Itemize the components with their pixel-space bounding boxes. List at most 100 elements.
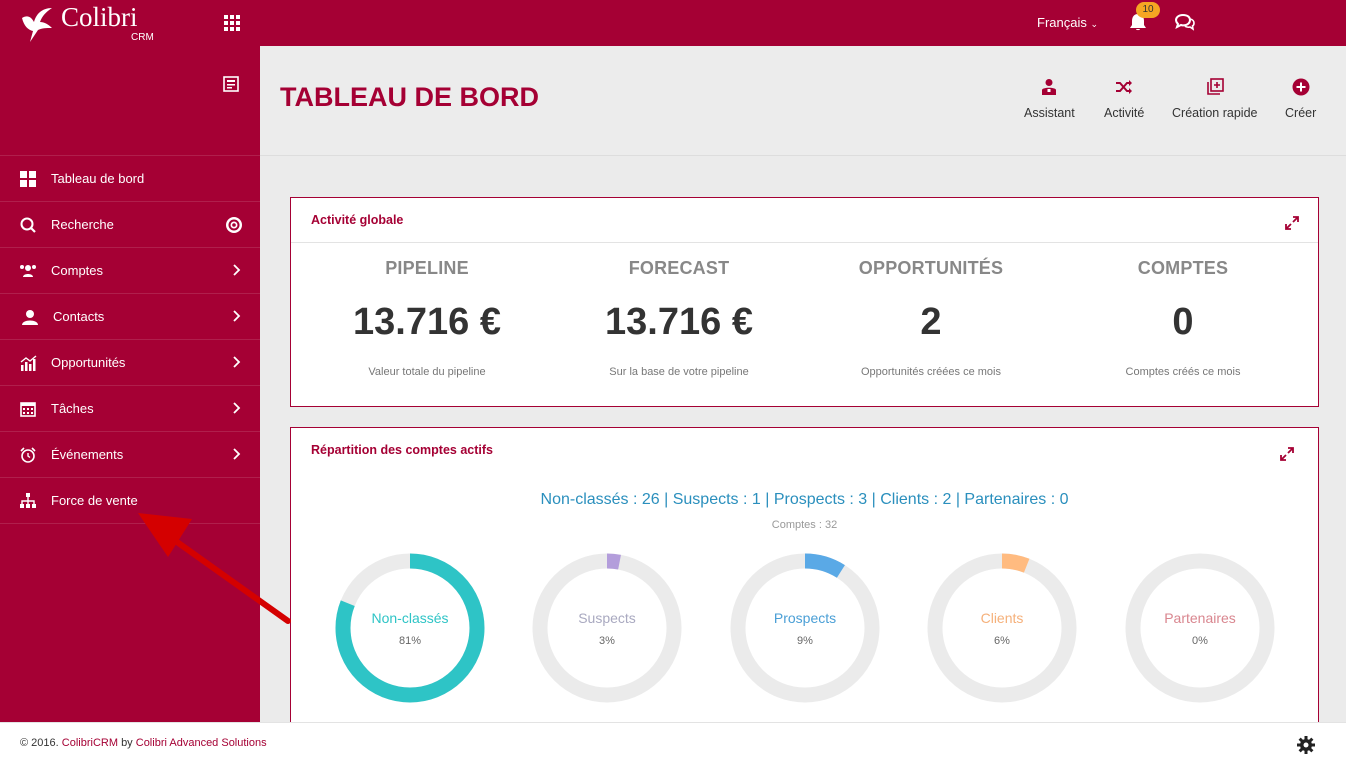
creation-rapide-button[interactable]: Création rapide [1172,78,1257,120]
stat-pipeline: PIPELINE 13.716 € Valeur totale du pipel… [301,258,553,378]
top-bar: Colibri CRM Français ⌄ 10 [0,0,1346,46]
contacts-icon [22,310,38,325]
donut-chart [730,553,880,703]
search-icon [20,217,36,233]
sidebar-item-label: Force de vente [51,493,138,508]
donut-percent: 81% [398,635,422,647]
copyright: © 2016. [20,737,59,749]
donut-chart [532,553,682,703]
stat-comptes: COMPTES 0 Comptes créés ce mois [1057,258,1309,378]
donut-label: Suspects [578,610,636,626]
sidebar-item-label: Tâches [51,401,94,416]
sidebar-item-label: Recherche [51,217,114,232]
target-icon[interactable] [225,216,243,234]
logo-text: Colibri [61,2,138,32]
accounts-summary: Non-classés : 26 | Suspects : 1 | Prospe… [540,491,1069,508]
chat-icon[interactable] [1175,13,1195,31]
page-title: TABLEAU DE BORD [280,82,539,112]
creer-button[interactable]: Créer [1285,78,1316,120]
donut-suspects[interactable]: Suspects 3% [532,553,682,703]
accounts-icon [20,265,36,277]
donut-label: Partenaires [1164,610,1236,626]
language-selector[interactable]: Français ⌄ [1037,15,1098,30]
stat-label: PIPELINE [385,258,469,278]
chevron-right-icon [233,448,241,460]
company-link[interactable]: Colibri Advanced Solutions [135,737,267,749]
donut-percent: 9% [797,635,813,647]
gear-icon[interactable] [1297,736,1315,754]
sidebar-item-taches[interactable]: Tâches [0,386,260,432]
donut-percent: 3% [599,635,615,647]
chart-icon [20,355,37,371]
stat-value: 13.716 € [605,301,753,343]
sidebar-item-contacts[interactable]: Contacts [0,294,260,340]
donut-prospects[interactable]: Prospects 9% [730,553,880,703]
donut-non-classes[interactable]: Non-classés 81% [335,553,485,703]
footer: © 2016. ColibriCRM by Colibri Advanced S… [0,722,1346,766]
expand-icon[interactable] [1285,216,1299,230]
donut-percent: 0% [1192,635,1208,647]
sidebar-item-tableau-de-bord[interactable]: Tableau de bord [0,156,260,202]
panel-header: Activité globale [291,198,1318,243]
profile-card-icon[interactable] [223,76,239,92]
sidebar: Tableau de bord Recherche Comptes [0,46,260,722]
activity-panel: Activité globale PIPELINE 13.716 € Valeu… [290,197,1319,407]
assistant-button[interactable]: Assistant [1024,78,1075,120]
activite-label: Activité [1104,106,1145,120]
stat-label: OPPORTUNITÉS [858,258,1004,278]
sidebar-item-label: Opportunités [51,355,126,370]
alarm-clock-icon [20,447,36,463]
stat-forecast: FORECAST 13.716 € Sur la base de votre p… [553,258,805,378]
footer-text: © 2016. ColibriCRM by Colibri Advanced S… [20,737,267,749]
donut-label: Clients [980,610,1024,626]
panel-title: Répartition des comptes actifs [311,443,493,457]
hummingbird-logo-icon [22,8,52,42]
donut-chart [927,553,1077,703]
donut-label: Prospects [773,610,837,626]
expand-icon[interactable] [1280,447,1294,461]
donut-chart [335,553,485,703]
panel-title: Activité globale [311,213,404,227]
bell-icon[interactable] [1128,12,1148,32]
accounts-panel: Répartition des comptes actifs Non-class… [290,427,1319,722]
donut-clients[interactable]: Clients 6% [927,553,1077,703]
brand-link[interactable]: ColibriCRM [61,737,118,749]
assistant-label: Assistant [1024,106,1075,120]
sidebar-item-recherche[interactable]: Recherche [0,202,260,248]
sidebar-item-comptes[interactable]: Comptes [0,248,260,294]
activite-button[interactable]: Activité [1104,78,1144,120]
stat-value: 0 [1172,301,1194,343]
chevron-down-icon: ⌄ [1090,19,1099,29]
donut-arc [532,553,682,703]
logo[interactable]: Colibri CRM [18,2,168,44]
apps-grid-icon[interactable] [224,15,240,31]
page-header: TABLEAU DE BORD Assistant Activité Créat… [260,46,1346,156]
stat-sub: Comptes créés ce mois [1125,366,1241,378]
chevron-right-icon [233,264,241,276]
chevron-right-icon [233,402,241,414]
chevron-right-icon [233,310,241,322]
donut-partenaires[interactable]: Partenaires 0% [1125,553,1275,703]
stat-sub: Sur la base de votre pipeline [609,366,749,378]
stat-label: COMPTES [1137,258,1229,278]
donut-chart [1125,553,1275,703]
quick-create-icon [1206,78,1224,95]
shuffle-icon [1116,80,1133,94]
sidebar-item-evenements[interactable]: Événements [0,432,260,478]
language-label: Français [1037,15,1087,30]
sidebar-item-opportunites[interactable]: Opportunités [0,340,260,386]
logo-sub: CRM [131,32,154,43]
sidebar-item-label: Tableau de bord [51,171,145,186]
assistant-icon [1042,79,1057,95]
creation-rapide-label: Création rapide [1172,106,1258,120]
sidebar-nav: Tableau de bord Recherche Comptes [0,155,260,524]
stat-label: FORECAST [628,258,730,278]
sidebar-item-label: Contacts [53,309,105,324]
sidebar-item-force-de-vente[interactable]: Force de vente [0,478,260,524]
stat-sub: Opportunités créées ce mois [860,366,1001,378]
by-text: by [121,737,133,749]
notification-badge: 10 [1136,2,1160,18]
donut-percent: 6% [994,635,1010,647]
hierarchy-icon [20,493,36,508]
chevron-right-icon [233,356,241,368]
